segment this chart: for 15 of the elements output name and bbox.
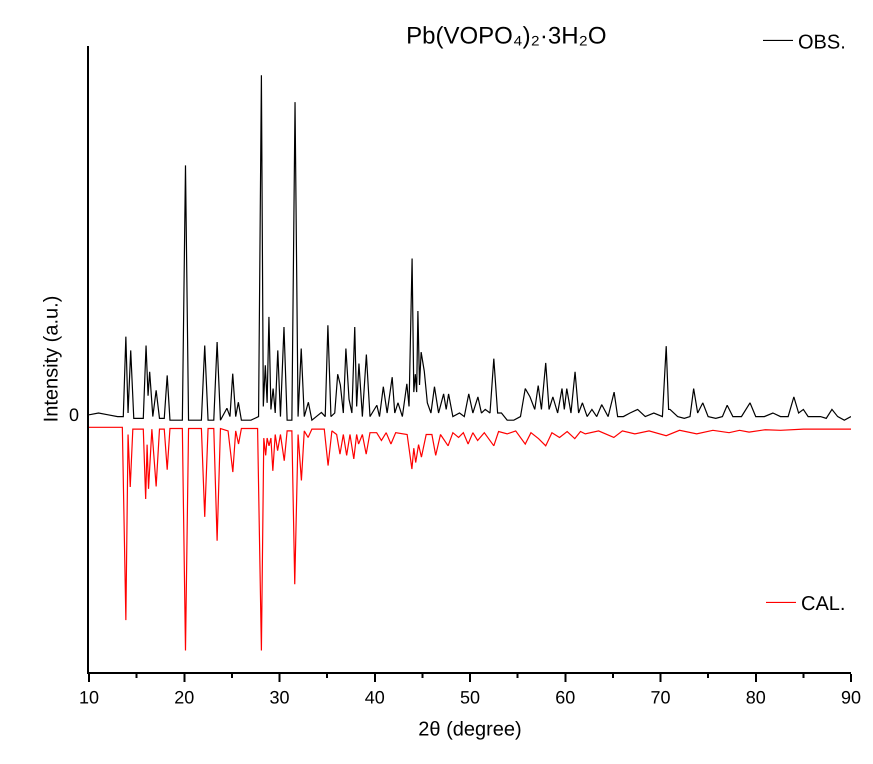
x-tick-label: 90 [840, 687, 862, 708]
legend-label: CAL. [801, 593, 846, 616]
x-tick-label: 50 [460, 687, 480, 708]
x-axis-title: 2θ (degree) [418, 718, 522, 740]
x-tick-label: 80 [746, 687, 766, 708]
x-tick-label: 40 [364, 687, 385, 708]
x-tick-label: 20 [174, 687, 194, 708]
y-axis-title: Intensity (a.u.) [40, 296, 62, 422]
legend-label: OBS. [798, 31, 846, 54]
x-tick-label: 10 [78, 687, 100, 708]
x-tick-label: 60 [555, 687, 576, 708]
x-tick-label: 30 [269, 687, 290, 708]
text: 0 [69, 405, 80, 425]
chart-title: Pb(VOPO₄)₂·3H₂O [406, 22, 607, 50]
x-tick-label: 70 [650, 687, 671, 708]
